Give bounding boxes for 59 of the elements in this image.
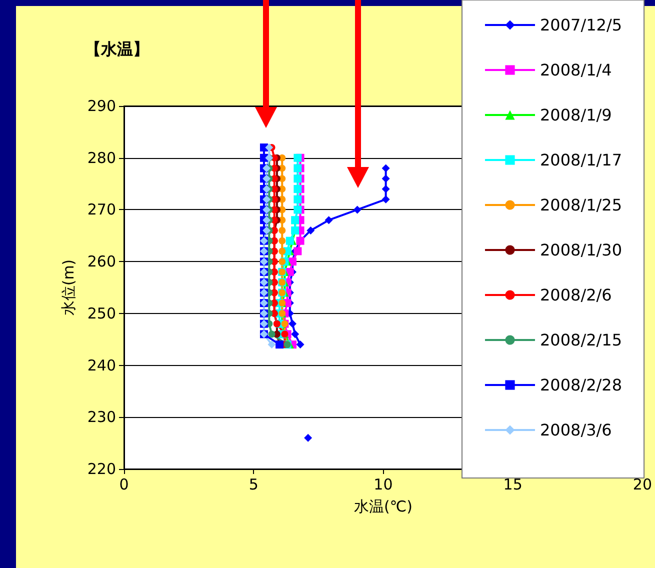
legend-label: 2008/1/17 xyxy=(540,150,622,170)
point xyxy=(288,320,296,328)
y-axis-title: 水位(m) xyxy=(60,259,78,316)
point xyxy=(324,216,333,224)
point xyxy=(294,154,302,162)
legend-label: 2007/12/5 xyxy=(540,16,622,34)
point xyxy=(278,248,286,255)
point xyxy=(268,330,276,338)
point xyxy=(262,195,271,204)
point xyxy=(291,330,300,338)
x-tick-label: 0 xyxy=(119,476,129,494)
point xyxy=(286,236,294,245)
x-tick-label: 15 xyxy=(503,476,522,494)
point xyxy=(262,206,271,214)
point xyxy=(268,340,276,349)
point xyxy=(382,184,390,193)
legend-label: 2008/2/28 xyxy=(540,376,622,394)
point xyxy=(353,206,362,214)
point xyxy=(296,340,304,349)
chart-title: 【水温】 xyxy=(85,40,149,58)
point xyxy=(304,434,312,442)
legend-label: 2008/2/15 xyxy=(540,330,622,350)
point xyxy=(265,143,274,152)
legend-label: 2008/1/9 xyxy=(540,106,612,124)
point xyxy=(294,164,302,172)
legend-label: 2008/1/25 xyxy=(540,196,622,214)
legend-label: 2008/1/4 xyxy=(540,60,612,80)
point xyxy=(382,195,390,204)
point xyxy=(294,206,302,214)
x-tick-label: 5 xyxy=(248,476,258,494)
y-tick-label: 250 xyxy=(87,304,116,322)
y-tick-label: 270 xyxy=(87,200,116,219)
point xyxy=(306,226,315,234)
point xyxy=(382,174,390,183)
x-tick-label: 20 xyxy=(632,476,652,494)
legend-label: 2008/1/30 xyxy=(540,240,622,260)
y-tick-label: 230 xyxy=(87,408,116,426)
point xyxy=(294,195,302,204)
point xyxy=(262,184,271,193)
x-axis-title: 水温(℃) xyxy=(354,498,413,516)
legend-label: 2008/2/6 xyxy=(540,286,612,304)
point xyxy=(262,226,271,234)
y-tick-label: 260 xyxy=(87,252,116,271)
legend-label: 2008/3/6 xyxy=(540,420,612,440)
y-tick-label: 240 xyxy=(87,356,116,374)
point xyxy=(262,164,271,172)
y-tick-label: 280 xyxy=(87,148,116,167)
point xyxy=(262,216,271,224)
point xyxy=(382,164,390,172)
y-tick-label: 220 xyxy=(87,460,116,478)
point xyxy=(278,258,286,266)
point xyxy=(278,237,286,244)
point xyxy=(294,184,302,193)
x-tick-label: 10 xyxy=(374,476,393,494)
point xyxy=(262,174,271,183)
point xyxy=(278,226,286,234)
point xyxy=(294,174,302,183)
y-tick-label: 290 xyxy=(87,97,116,115)
point xyxy=(294,247,302,256)
